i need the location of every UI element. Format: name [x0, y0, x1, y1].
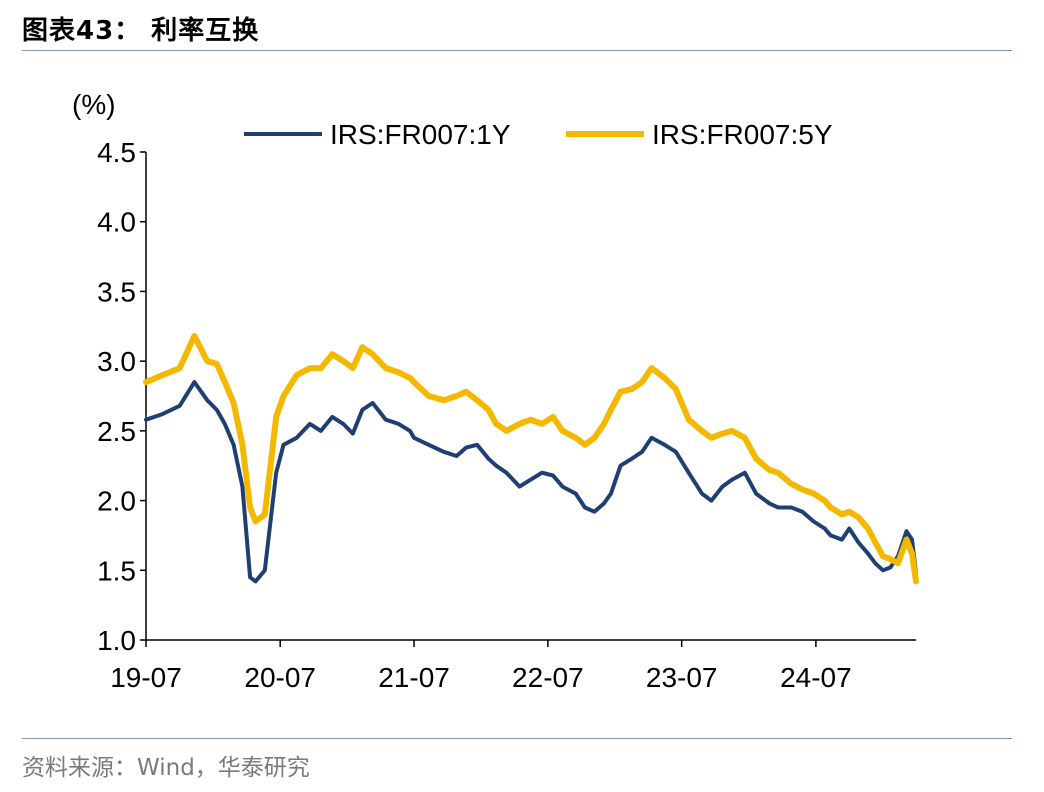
y-tick-label: 3.5 [97, 276, 136, 307]
x-tick-label: 22-07 [512, 662, 584, 693]
figure-title: 图表43： 利率互换 [22, 16, 260, 46]
source-note: 资料来源：Wind，华泰研究 [22, 755, 310, 781]
legend: IRS:FR007:1Y IRS:FR007:5Y [244, 119, 833, 150]
bottom-rule [22, 738, 1012, 739]
y-tick-label: 1.5 [97, 555, 136, 586]
legend-label-5y: IRS:FR007:5Y [652, 119, 833, 150]
x-tick-label: 24-07 [780, 662, 852, 693]
x-tick-label: 21-07 [378, 662, 450, 693]
x-axis: 19-07 20-07 21-07 22-07 23-07 24-07 [110, 639, 916, 693]
x-tick-label: 23-07 [646, 662, 718, 693]
y-tick-label: 3.0 [97, 346, 136, 377]
legend-label-1y: IRS:FR007:1Y [330, 119, 511, 150]
y-axis: 4.5 4.0 3.5 3.0 2.5 2.0 1.5 1.0 [97, 137, 147, 656]
series-layer [143, 333, 919, 585]
y-tick-label: 4.0 [97, 207, 136, 238]
series-line-1y [144, 380, 918, 584]
x-tick-label: 19-07 [110, 662, 182, 693]
y-tick-label: 2.5 [97, 416, 136, 447]
y-tick-label: 2.0 [97, 486, 136, 517]
y-tick-label: 1.0 [97, 625, 136, 656]
y-tick-label: 4.5 [97, 137, 136, 168]
x-tick-label: 20-07 [244, 662, 316, 693]
series-line-5y [143, 333, 919, 585]
y-axis-unit-label: (%) [72, 89, 116, 120]
top-rule [22, 50, 1012, 51]
